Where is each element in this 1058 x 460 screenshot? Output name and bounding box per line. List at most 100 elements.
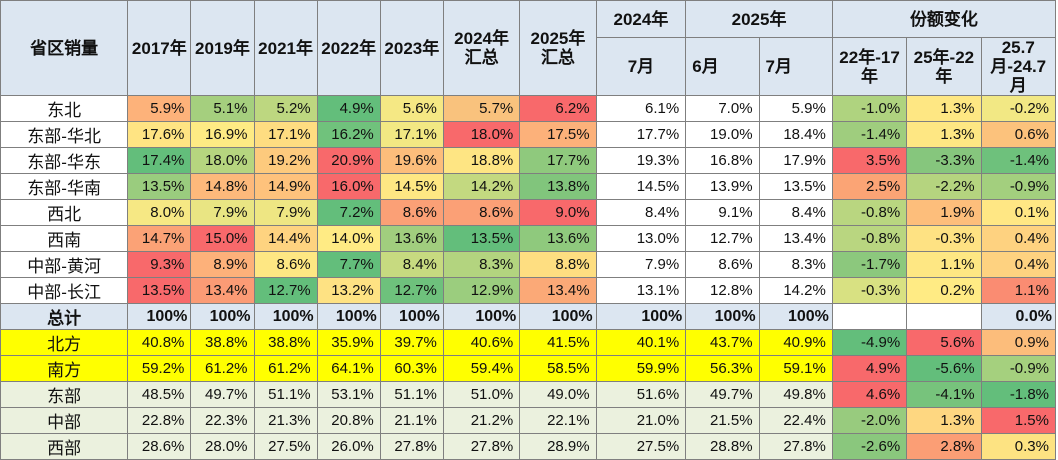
value-cell: 20.9% bbox=[316, 147, 381, 174]
value-cell: 1.1% bbox=[906, 251, 982, 278]
value-cell: -3.3% bbox=[906, 147, 982, 174]
total-cell: 0.0% bbox=[980, 303, 1057, 330]
table-row: 东部-华东 17.4% 18.0% 19.2% 20.9% 19.6% 18.8% 17.7%… bbox=[0, 147, 1057, 174]
value-cell: 22.4% bbox=[758, 407, 833, 434]
value-cell: 13.6% bbox=[379, 225, 444, 252]
value-cell: 8.3% bbox=[442, 251, 521, 278]
value-cell: 38.8% bbox=[253, 329, 318, 356]
value-cell: 56.3% bbox=[685, 355, 760, 382]
value-cell: 8.6% bbox=[253, 251, 318, 278]
value-cell: -1.0% bbox=[831, 95, 908, 122]
value-cell: 49.7% bbox=[190, 381, 255, 408]
value-cell: 17.6% bbox=[127, 121, 192, 148]
value-cell: 41.5% bbox=[519, 329, 597, 356]
value-cell: 5.6% bbox=[379, 95, 444, 122]
value-cell: 17.1% bbox=[379, 121, 444, 148]
value-cell: 5.2% bbox=[253, 95, 318, 122]
value-cell: 40.8% bbox=[127, 329, 192, 356]
total-cell: 100% bbox=[127, 303, 192, 330]
value-cell: 58.5% bbox=[519, 355, 597, 382]
total-cell bbox=[831, 303, 908, 330]
table-row: 东部-华南 13.5% 14.8% 14.9% 16.0% 14.5% 14.2% 13.8%… bbox=[0, 173, 1057, 200]
value-cell: 13.5% bbox=[127, 173, 192, 200]
value-cell: 17.7% bbox=[595, 121, 687, 148]
value-cell: 0.3% bbox=[980, 433, 1057, 460]
value-cell: 17.5% bbox=[519, 121, 597, 148]
value-cell: 51.0% bbox=[442, 381, 521, 408]
region-label: 东部-华东 bbox=[0, 147, 129, 174]
total-cell: 100% bbox=[253, 303, 318, 330]
value-cell: 17.4% bbox=[127, 147, 192, 174]
value-cell: 19.3% bbox=[595, 147, 687, 174]
value-cell: -2.6% bbox=[831, 433, 908, 460]
region-label: 中部-长江 bbox=[0, 277, 129, 304]
value-cell: 5.6% bbox=[906, 329, 982, 356]
value-cell: 18.4% bbox=[758, 121, 833, 148]
region-label: 南方 bbox=[0, 355, 129, 382]
value-cell: 17.7% bbox=[519, 147, 597, 174]
value-cell: 14.7% bbox=[127, 225, 192, 252]
header-corner: 省区销量 bbox=[0, 0, 129, 96]
value-cell: 0.4% bbox=[980, 251, 1057, 278]
header-group-2025: 2025年 bbox=[685, 0, 833, 38]
region-label: 西北 bbox=[0, 199, 129, 226]
value-cell: 19.0% bbox=[685, 121, 760, 148]
value-cell: 49.0% bbox=[519, 381, 597, 408]
region-label: 中部-黄河 bbox=[0, 251, 129, 278]
value-cell: 38.8% bbox=[190, 329, 255, 356]
table-row: 东部 48.5% 49.7% 51.1% 53.1% 51.1% 51.0% 49.0% 51.… bbox=[0, 381, 1057, 408]
value-cell: 8.4% bbox=[758, 199, 833, 226]
value-cell: 59.2% bbox=[127, 355, 192, 382]
value-cell: 39.7% bbox=[379, 329, 444, 356]
value-cell: 8.9% bbox=[190, 251, 255, 278]
value-cell: 18.0% bbox=[190, 147, 255, 174]
total-row: 总计 100% 100% 100% 100% 100% 100% 100% 100% 100% 10… bbox=[0, 303, 1057, 330]
value-cell: 0.2% bbox=[906, 277, 982, 304]
value-cell: 64.1% bbox=[316, 355, 381, 382]
table-row: 南方 59.2% 61.2% 61.2% 64.1% 60.3% 59.4% 58.5% 59.… bbox=[0, 355, 1057, 382]
header-year-2023: 2023年 bbox=[379, 0, 444, 96]
value-cell: 5.9% bbox=[758, 95, 833, 122]
value-cell: 9.0% bbox=[519, 199, 597, 226]
value-cell: 27.5% bbox=[253, 433, 318, 460]
table-row: 西部 28.6% 28.0% 27.5% 26.0% 27.8% 27.8% 28.9% 27.… bbox=[0, 433, 1057, 460]
value-cell: -0.8% bbox=[831, 199, 908, 226]
value-cell: 7.2% bbox=[316, 199, 381, 226]
value-cell: 14.0% bbox=[316, 225, 381, 252]
value-cell: -5.6% bbox=[906, 355, 982, 382]
value-cell: 13.9% bbox=[685, 173, 760, 200]
value-cell: 7.0% bbox=[685, 95, 760, 122]
value-cell: 8.4% bbox=[379, 251, 444, 278]
table-body: 东北 5.9% 5.1% 5.2% 4.9% 5.6% 5.7% 6.2% 6.1% 7.0% 5.… bbox=[0, 95, 1057, 460]
value-cell: 8.4% bbox=[595, 199, 687, 226]
value-cell: 1.9% bbox=[906, 199, 982, 226]
value-cell: -0.2% bbox=[980, 95, 1057, 122]
value-cell: 21.1% bbox=[379, 407, 444, 434]
value-cell: 21.5% bbox=[685, 407, 760, 434]
header-share-25-22: 25年-22年 bbox=[906, 37, 982, 96]
value-cell: -4.9% bbox=[831, 329, 908, 356]
value-cell: 35.9% bbox=[316, 329, 381, 356]
value-cell: 13.5% bbox=[758, 173, 833, 200]
value-cell: 14.2% bbox=[442, 173, 521, 200]
value-cell: 12.7% bbox=[685, 225, 760, 252]
header-share-22-17: 22年-17年 bbox=[831, 37, 908, 96]
value-cell: 59.9% bbox=[595, 355, 687, 382]
value-cell: 17.9% bbox=[758, 147, 833, 174]
value-cell: 4.9% bbox=[316, 95, 381, 122]
value-cell: 13.5% bbox=[127, 277, 192, 304]
value-cell: 19.6% bbox=[379, 147, 444, 174]
header-year-2019: 2019年 bbox=[190, 0, 255, 96]
header-2025-jun: 6月 bbox=[685, 37, 760, 96]
value-cell: 5.7% bbox=[442, 95, 521, 122]
header-year-2017: 2017年 bbox=[127, 0, 192, 96]
value-cell: 14.8% bbox=[190, 173, 255, 200]
value-cell: 59.1% bbox=[758, 355, 833, 382]
value-cell: 0.9% bbox=[980, 329, 1057, 356]
value-cell: 40.9% bbox=[758, 329, 833, 356]
value-cell: 1.3% bbox=[906, 407, 982, 434]
region-label: 北方 bbox=[0, 329, 129, 356]
value-cell: 16.8% bbox=[685, 147, 760, 174]
value-cell: 14.5% bbox=[595, 173, 687, 200]
value-cell: -0.3% bbox=[831, 277, 908, 304]
